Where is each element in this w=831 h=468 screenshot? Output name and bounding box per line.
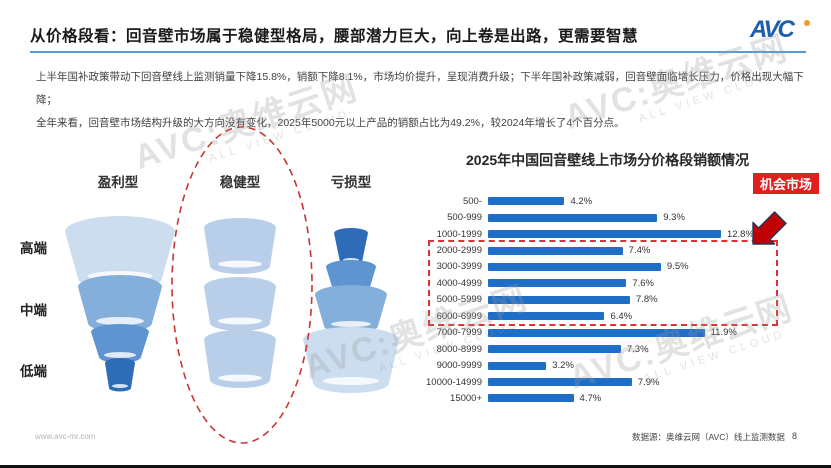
bar-row: 9000-9999 3.2% — [405, 357, 831, 373]
funnel-profitable — [65, 216, 175, 392]
funnel-column-label-profitable: 盈利型 — [97, 175, 139, 190]
bar-row: 3000-3999 9.5% — [405, 259, 831, 275]
avc-logo-dot-icon — [804, 20, 810, 26]
website-link: www.avc-mr.com — [35, 432, 96, 441]
bar-rows: 500- 4.2% 500-999 9.3% 1000-1999 12.8% 2000-29… — [405, 193, 831, 407]
summary-line-2: 全年来看，回音壁市场结构升级的大方向没有变化，2025年5000元以上产品的销额… — [36, 117, 625, 129]
category-label: 3000-3999 — [436, 261, 482, 273]
avc-logo: AVC — [750, 16, 810, 46]
value-label: 7.8% — [635, 294, 658, 306]
category-label: 4000-4999 — [436, 277, 482, 289]
bar-row: 4000-4999 7.6% — [405, 275, 831, 291]
bar — [488, 378, 632, 387]
bar-row: 8000-8999 7.3% — [405, 341, 831, 357]
chart-title: 2025年中国回音壁线上市场分价格段销额情况 — [466, 152, 750, 168]
funnel-diagram: 盈利型 稳健型 亏损型 高端 中端 低端 — [15, 115, 435, 460]
funnel-row-label-midend: 中端 — [20, 303, 47, 318]
value-label: 6.4% — [610, 310, 633, 322]
funnel-column-label-steady: 稳健型 — [219, 175, 261, 190]
funnel-row-label-lowend: 低端 — [20, 364, 47, 379]
page-title: 从价格段看：回音壁市场属于稳健型格局，腰部潜力巨大，向上卷是出路，更需要智慧 — [30, 28, 639, 45]
funnel-row-label-highend: 高端 — [20, 241, 47, 256]
bar — [488, 345, 621, 354]
value-label: 7.6% — [632, 277, 654, 289]
page-number: 8 — [792, 431, 798, 441]
bar-row: 5000-5999 7.8% — [405, 292, 831, 308]
bar — [488, 197, 565, 206]
category-label: 9000-9999 — [436, 360, 482, 372]
value-label: 9.5% — [666, 261, 689, 273]
value-label: 7.3% — [626, 343, 649, 355]
value-label: 7.4% — [628, 245, 651, 257]
bar-row: 1000-1999 12.8% — [405, 226, 831, 242]
value-label: 3.2% — [552, 360, 574, 372]
summary-paragraph: 上半年国补政策带动下回音壁线上监测销量下降15.8%，销额下降8.1%，市场均价… — [36, 66, 808, 135]
bar-row: 15000+ 4.7% — [405, 390, 831, 406]
value-label: 4.7% — [579, 392, 602, 404]
bar — [488, 262, 661, 271]
bar — [488, 361, 547, 370]
title-underline — [30, 51, 806, 53]
opportunity-range-box — [428, 240, 778, 326]
opportunity-market-badge: 机会市场 — [753, 173, 819, 194]
bar-row: 6000-6999 6.4% — [405, 308, 831, 324]
funnel-shapes — [65, 126, 399, 444]
bar — [488, 213, 658, 222]
category-label: 10000-14999 — [426, 376, 482, 388]
bar — [488, 246, 623, 255]
funnel-loss — [303, 228, 399, 393]
bar-row: 500-999 9.3% — [405, 209, 831, 225]
category-label: 7000-7999 — [436, 327, 482, 339]
value-label: 11.9% — [710, 327, 737, 339]
summary-line-1: 上半年国补政策带动下回音壁线上监测销量下降15.8%，销额下降8.1%，市场均价… — [36, 71, 804, 106]
bar-row: 7000-7999 11.9% — [405, 325, 831, 341]
steady-highlight-ellipse — [171, 126, 313, 444]
category-label: 1000-1999 — [436, 228, 482, 240]
category-label: 15000+ — [450, 392, 482, 404]
bar-row: 500- 4.2% — [405, 193, 831, 209]
funnel-steady — [204, 218, 276, 388]
value-label: 12.8% — [726, 228, 754, 240]
price-segment-chart: 2025年中国回音壁线上市场分价格段销额情况 机会市场 500- 4.2% 500-… — [405, 150, 831, 430]
avc-logo-text: AVC — [750, 16, 795, 43]
bar — [488, 279, 627, 288]
category-label: 500- — [462, 195, 482, 207]
value-label: 9.3% — [663, 212, 685, 224]
bar — [488, 312, 605, 321]
data-source-note: 数据源：奥维云网（AVC）线上监测数据 — [632, 432, 785, 442]
category-label: 5000-5999 — [436, 294, 482, 306]
bar-row: 10000-14999 7.9% — [405, 374, 831, 390]
bar — [488, 328, 705, 337]
value-label: 4.2% — [570, 195, 593, 207]
bar-row: 2000-2999 7.4% — [405, 242, 831, 258]
category-label: 2000-2999 — [436, 245, 482, 257]
bar — [488, 394, 574, 403]
funnel-column-label-loss: 亏损型 — [330, 175, 372, 190]
category-label: 6000-6999 — [436, 310, 482, 322]
red-arrow-down-left-icon — [752, 211, 787, 245]
category-label: 8000-8999 — [436, 343, 482, 355]
category-label: 500-999 — [447, 212, 482, 224]
value-label: 7.9% — [637, 376, 660, 388]
bar — [488, 295, 630, 304]
bar — [488, 230, 721, 239]
bottom-bar — [0, 465, 831, 468]
